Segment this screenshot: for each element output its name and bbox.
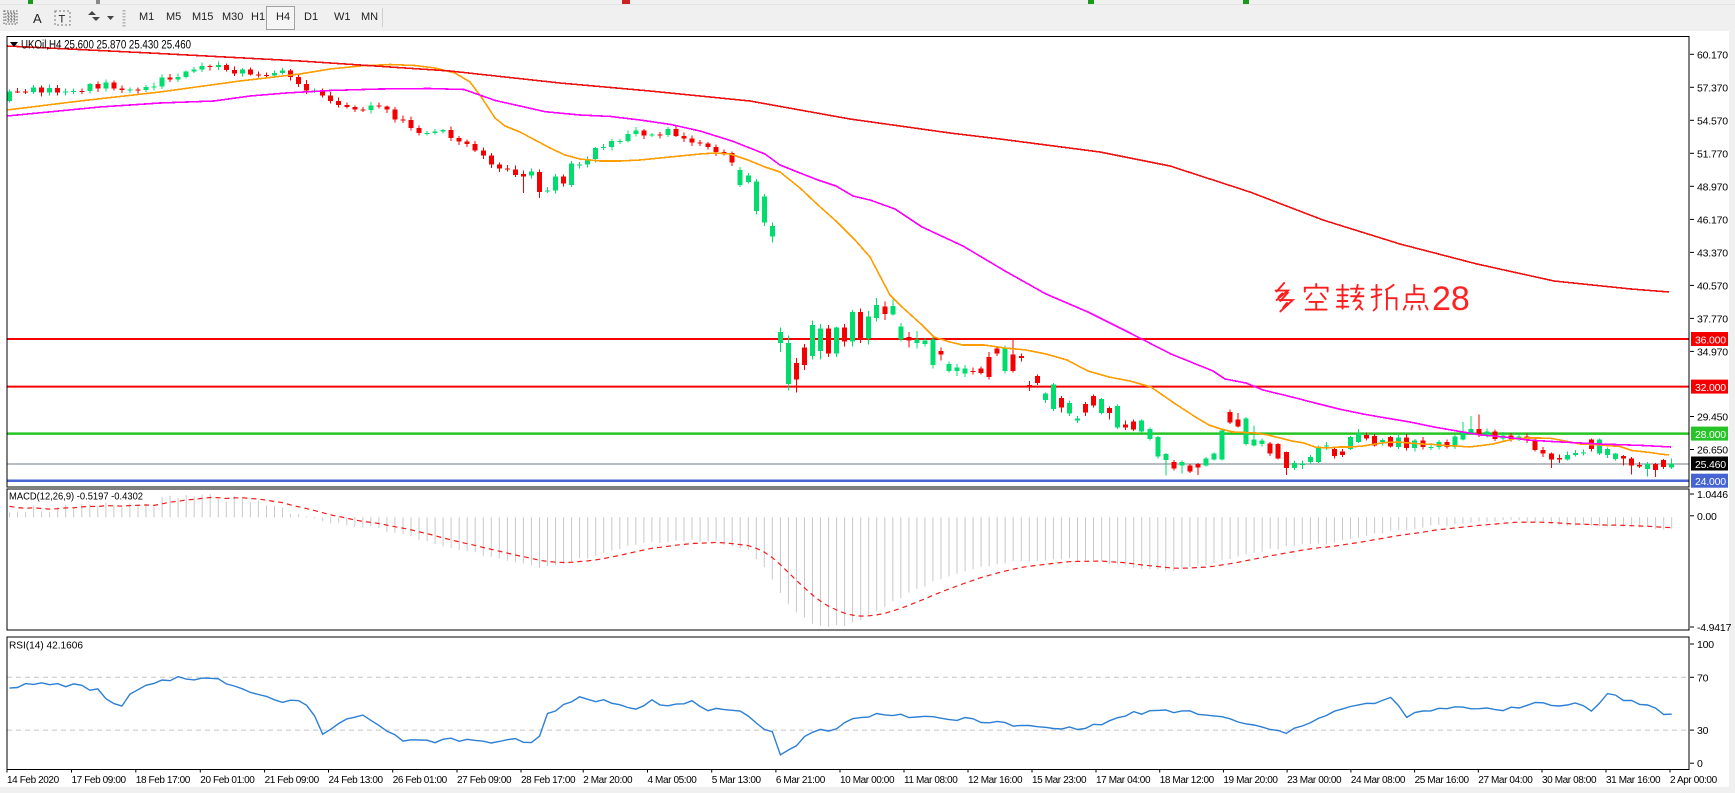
svg-text:1.0446: 1.0446: [1697, 489, 1728, 501]
svg-text:25.460: 25.460: [1695, 459, 1726, 471]
svg-text:25 Mar 16:00: 25 Mar 16:00: [1415, 775, 1470, 786]
svg-text:12 Mar 16:00: 12 Mar 16:00: [968, 775, 1023, 786]
svg-text:15 Mar 23:00: 15 Mar 23:00: [1032, 775, 1087, 786]
svg-text:31 Mar 16:00: 31 Mar 16:00: [1606, 775, 1661, 786]
svg-text:23 Mar 00:00: 23 Mar 00:00: [1287, 775, 1342, 786]
svg-text:24 Feb 13:00: 24 Feb 13:00: [329, 775, 384, 786]
svg-text:57.370: 57.370: [1697, 82, 1728, 94]
svg-text:51.770: 51.770: [1697, 148, 1728, 160]
svg-text:11 Mar 08:00: 11 Mar 08:00: [904, 775, 958, 786]
svg-text:28 Feb 17:00: 28 Feb 17:00: [521, 775, 576, 786]
svg-text:A: A: [33, 11, 42, 26]
svg-text:17 Feb 09:00: 17 Feb 09:00: [72, 775, 127, 786]
svg-text:30: 30: [1697, 725, 1709, 737]
svg-text:MACD(12,26,9) -0.5197 -0.4302: MACD(12,26,9) -0.5197 -0.4302: [9, 491, 143, 503]
svg-text:34.970: 34.970: [1697, 346, 1728, 358]
svg-text:4 Mar 05:00: 4 Mar 05:00: [648, 775, 698, 786]
svg-text:24.000: 24.000: [1695, 476, 1726, 488]
svg-text:29.450: 29.450: [1697, 412, 1728, 424]
svg-text:100: 100: [1697, 639, 1714, 651]
svg-text:17 Mar 04:00: 17 Mar 04:00: [1096, 775, 1151, 786]
svg-text:28: 28: [1432, 280, 1470, 318]
svg-text:36.000: 36.000: [1695, 335, 1726, 347]
svg-text:30 Mar 08:00: 30 Mar 08:00: [1542, 775, 1597, 786]
svg-text:-4.9417: -4.9417: [1697, 622, 1732, 634]
svg-text:32.000: 32.000: [1695, 382, 1726, 394]
svg-text:43.370: 43.370: [1697, 247, 1728, 259]
svg-text:27 Mar 04:00: 27 Mar 04:00: [1478, 775, 1533, 786]
svg-text:2 Apr 00:00: 2 Apr 00:00: [1670, 775, 1718, 786]
svg-text:24 Mar 08:00: 24 Mar 08:00: [1351, 775, 1406, 786]
svg-text:UKOil,H4 25.600 25.870 25.430: UKOil,H4 25.600 25.870 25.430 25.460: [21, 40, 191, 52]
svg-text:T: T: [59, 14, 66, 26]
svg-text:10 Mar 00:00: 10 Mar 00:00: [840, 775, 895, 786]
svg-text:28.000: 28.000: [1695, 429, 1726, 441]
svg-text:14 Feb 2020: 14 Feb 2020: [7, 775, 60, 786]
svg-text:18 Mar 12:00: 18 Mar 12:00: [1160, 775, 1215, 786]
svg-text:19 Mar 20:00: 19 Mar 20:00: [1223, 775, 1278, 786]
svg-text:21 Feb 09:00: 21 Feb 09:00: [265, 775, 320, 786]
svg-text:48.970: 48.970: [1697, 181, 1728, 193]
svg-text:54.570: 54.570: [1697, 115, 1728, 127]
svg-text:60.170: 60.170: [1697, 49, 1728, 61]
svg-text:37.770: 37.770: [1697, 313, 1728, 325]
svg-text:5 Mar 13:00: 5 Mar 13:00: [712, 775, 762, 786]
svg-text:26.650: 26.650: [1697, 445, 1728, 457]
svg-text:20 Feb 01:00: 20 Feb 01:00: [200, 775, 255, 786]
svg-text:27 Feb 09:00: 27 Feb 09:00: [457, 775, 512, 786]
svg-text:RSI(14) 42.1606: RSI(14) 42.1606: [9, 640, 83, 652]
svg-text:0.00: 0.00: [1697, 511, 1717, 523]
svg-text:70: 70: [1697, 672, 1709, 684]
svg-text:2 Mar 20:00: 2 Mar 20:00: [583, 775, 633, 786]
svg-text:40.570: 40.570: [1697, 280, 1728, 292]
svg-text:18 Feb 17:00: 18 Feb 17:00: [136, 775, 191, 786]
svg-text:26 Feb 01:00: 26 Feb 01:00: [393, 775, 448, 786]
svg-text:46.170: 46.170: [1697, 214, 1728, 226]
svg-text:6 Mar 21:00: 6 Mar 21:00: [776, 775, 826, 786]
svg-text:0: 0: [1697, 758, 1703, 770]
